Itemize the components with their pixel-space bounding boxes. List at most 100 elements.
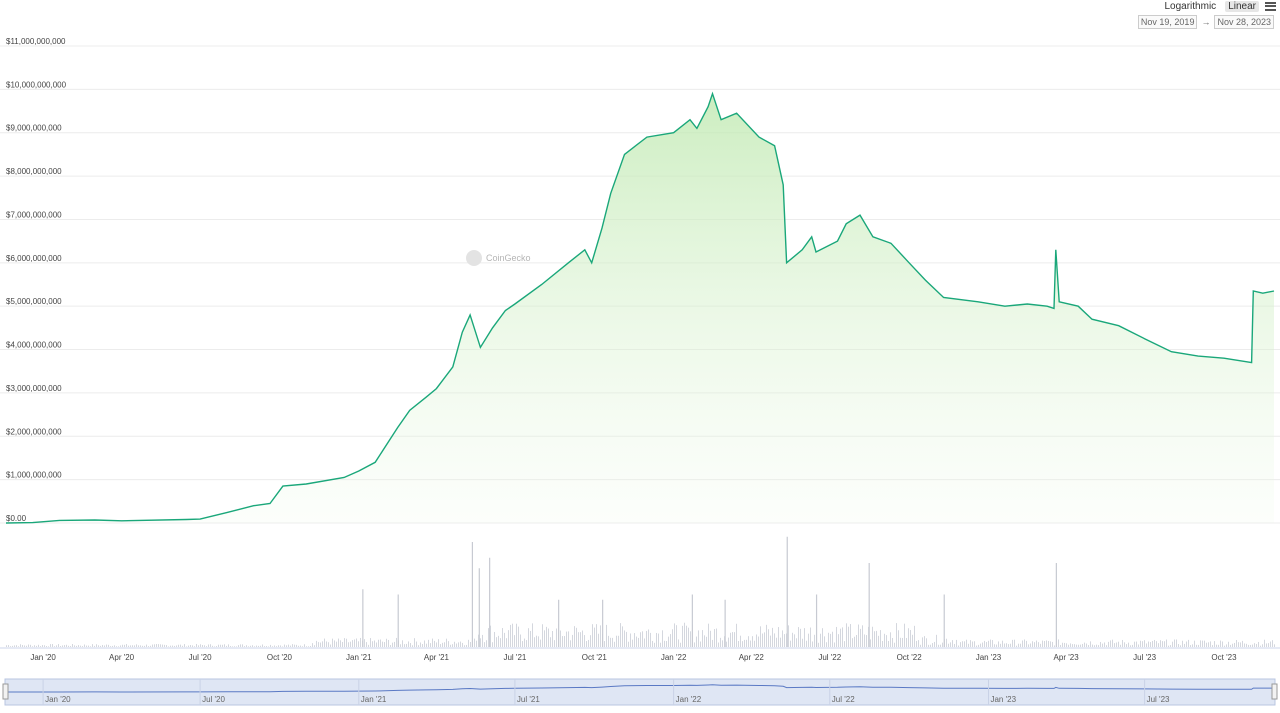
volume-bar: [1092, 644, 1093, 647]
volume-bar: [226, 645, 227, 647]
volume-bar: [100, 645, 101, 647]
volume-bar: [1040, 643, 1041, 647]
volume-bar: [342, 641, 343, 647]
volume-bar: [868, 563, 870, 647]
navigator-left-handle[interactable]: [2, 683, 9, 700]
volume-bar: [584, 635, 585, 647]
volume-bar: [20, 644, 21, 647]
volume-bar: [796, 638, 797, 647]
y-tick-label: $10,000,000,000: [6, 80, 67, 89]
volume-bar: [54, 646, 55, 647]
volume-bar: [728, 637, 729, 647]
volume-bar: [1034, 642, 1035, 647]
volume-bar: [526, 640, 527, 647]
volume-bar: [188, 645, 189, 647]
volume-bar: [1074, 644, 1075, 647]
volume-bar: [1154, 639, 1155, 647]
volume-bar: [262, 644, 263, 647]
volume-bar: [94, 645, 95, 647]
volume-bar: [714, 629, 715, 647]
hamburger-menu-icon[interactable]: [1265, 1, 1276, 11]
volume-bar: [794, 634, 795, 647]
volume-bar: [316, 640, 317, 647]
volume-bar: [556, 628, 557, 647]
volume-bar: [920, 644, 921, 647]
volume-bar: [594, 627, 595, 647]
volume-bar: [1212, 645, 1213, 647]
volume-bar: [198, 645, 199, 647]
volume-bar: [896, 623, 897, 647]
volume-bar: [640, 632, 641, 647]
logarithmic-scale-button[interactable]: Logarithmic: [1164, 0, 1217, 12]
volume-bar: [746, 639, 747, 647]
volume-bar: [66, 644, 67, 647]
volume-bar: [1136, 641, 1137, 647]
volume-bar: [370, 638, 371, 647]
volume-bar: [158, 644, 159, 647]
volume-bar: [72, 643, 73, 647]
volume-bar: [208, 644, 209, 647]
x-tick-label: Oct '23: [1211, 653, 1237, 662]
volume-bar: [764, 632, 765, 647]
volume-bar: [628, 641, 629, 647]
volume-bar: [1048, 640, 1049, 647]
volume-bar: [1174, 639, 1175, 647]
volume-bar: [294, 644, 295, 647]
volume-bar: [682, 625, 683, 647]
volume-bar: [564, 636, 565, 647]
volume-bar: [734, 632, 735, 647]
y-tick-label: $4,000,000,000: [6, 341, 62, 350]
navigator[interactable]: Jan '20 Jul '20 Jan '21 Jul '21 Jan '22 Jul '…: [2, 678, 1278, 706]
volume-bar: [6, 645, 7, 647]
volume-bar: [1060, 644, 1061, 647]
volume-bar: [1252, 644, 1253, 647]
volume-bar: [602, 599, 604, 647]
volume-bar: [397, 594, 399, 647]
volume-bar: [812, 641, 813, 647]
volume-bar: [846, 623, 847, 647]
volume-bar: [630, 633, 631, 647]
volume-bar: [838, 634, 839, 647]
range-from-input[interactable]: Nov 19, 2019: [1137, 15, 1198, 29]
volume-bar: [1110, 640, 1111, 647]
volume-bar: [672, 629, 673, 647]
volume-bar: [112, 645, 113, 647]
volume-bar: [96, 644, 97, 647]
volume-bar: [44, 645, 45, 647]
volume-bar: [390, 645, 391, 647]
volume-bar: [146, 644, 147, 647]
volume-bar: [160, 644, 161, 647]
volume-bar: [140, 645, 141, 647]
volume-bar: [1268, 643, 1269, 647]
volume-bar: [666, 641, 667, 647]
volume-bar: [14, 645, 15, 647]
volume-bar: [886, 635, 887, 647]
volume-bar: [700, 641, 701, 647]
volume-bar: [372, 641, 373, 647]
volume-bar: [580, 632, 581, 647]
volume-bar: [942, 642, 943, 647]
range-to-input[interactable]: Nov 28, 2023: [1214, 15, 1274, 29]
volume-bar: [540, 639, 541, 647]
volume-bar: [480, 638, 481, 647]
volume-bar: [550, 637, 551, 647]
volume-bar: [720, 637, 721, 647]
volume-bar: [694, 642, 695, 647]
volume-bar: [176, 645, 177, 647]
volume-bar: [1182, 640, 1183, 647]
linear-scale-button[interactable]: Linear: [1225, 0, 1259, 12]
volume-bar: [988, 640, 989, 647]
volume-bar: [762, 633, 763, 647]
volume-bar: [894, 642, 895, 647]
volume-bar: [678, 639, 679, 647]
volume-bar: [48, 646, 49, 647]
volume-bar: [1186, 641, 1187, 647]
volume-bar: [908, 628, 909, 647]
volume-bar: [970, 640, 971, 647]
navigator-right-handle[interactable]: [1271, 683, 1278, 700]
volume-bar: [910, 630, 911, 647]
volume-bar: [664, 640, 665, 647]
volume-bar: [904, 623, 905, 647]
volume-bar: [322, 641, 323, 647]
